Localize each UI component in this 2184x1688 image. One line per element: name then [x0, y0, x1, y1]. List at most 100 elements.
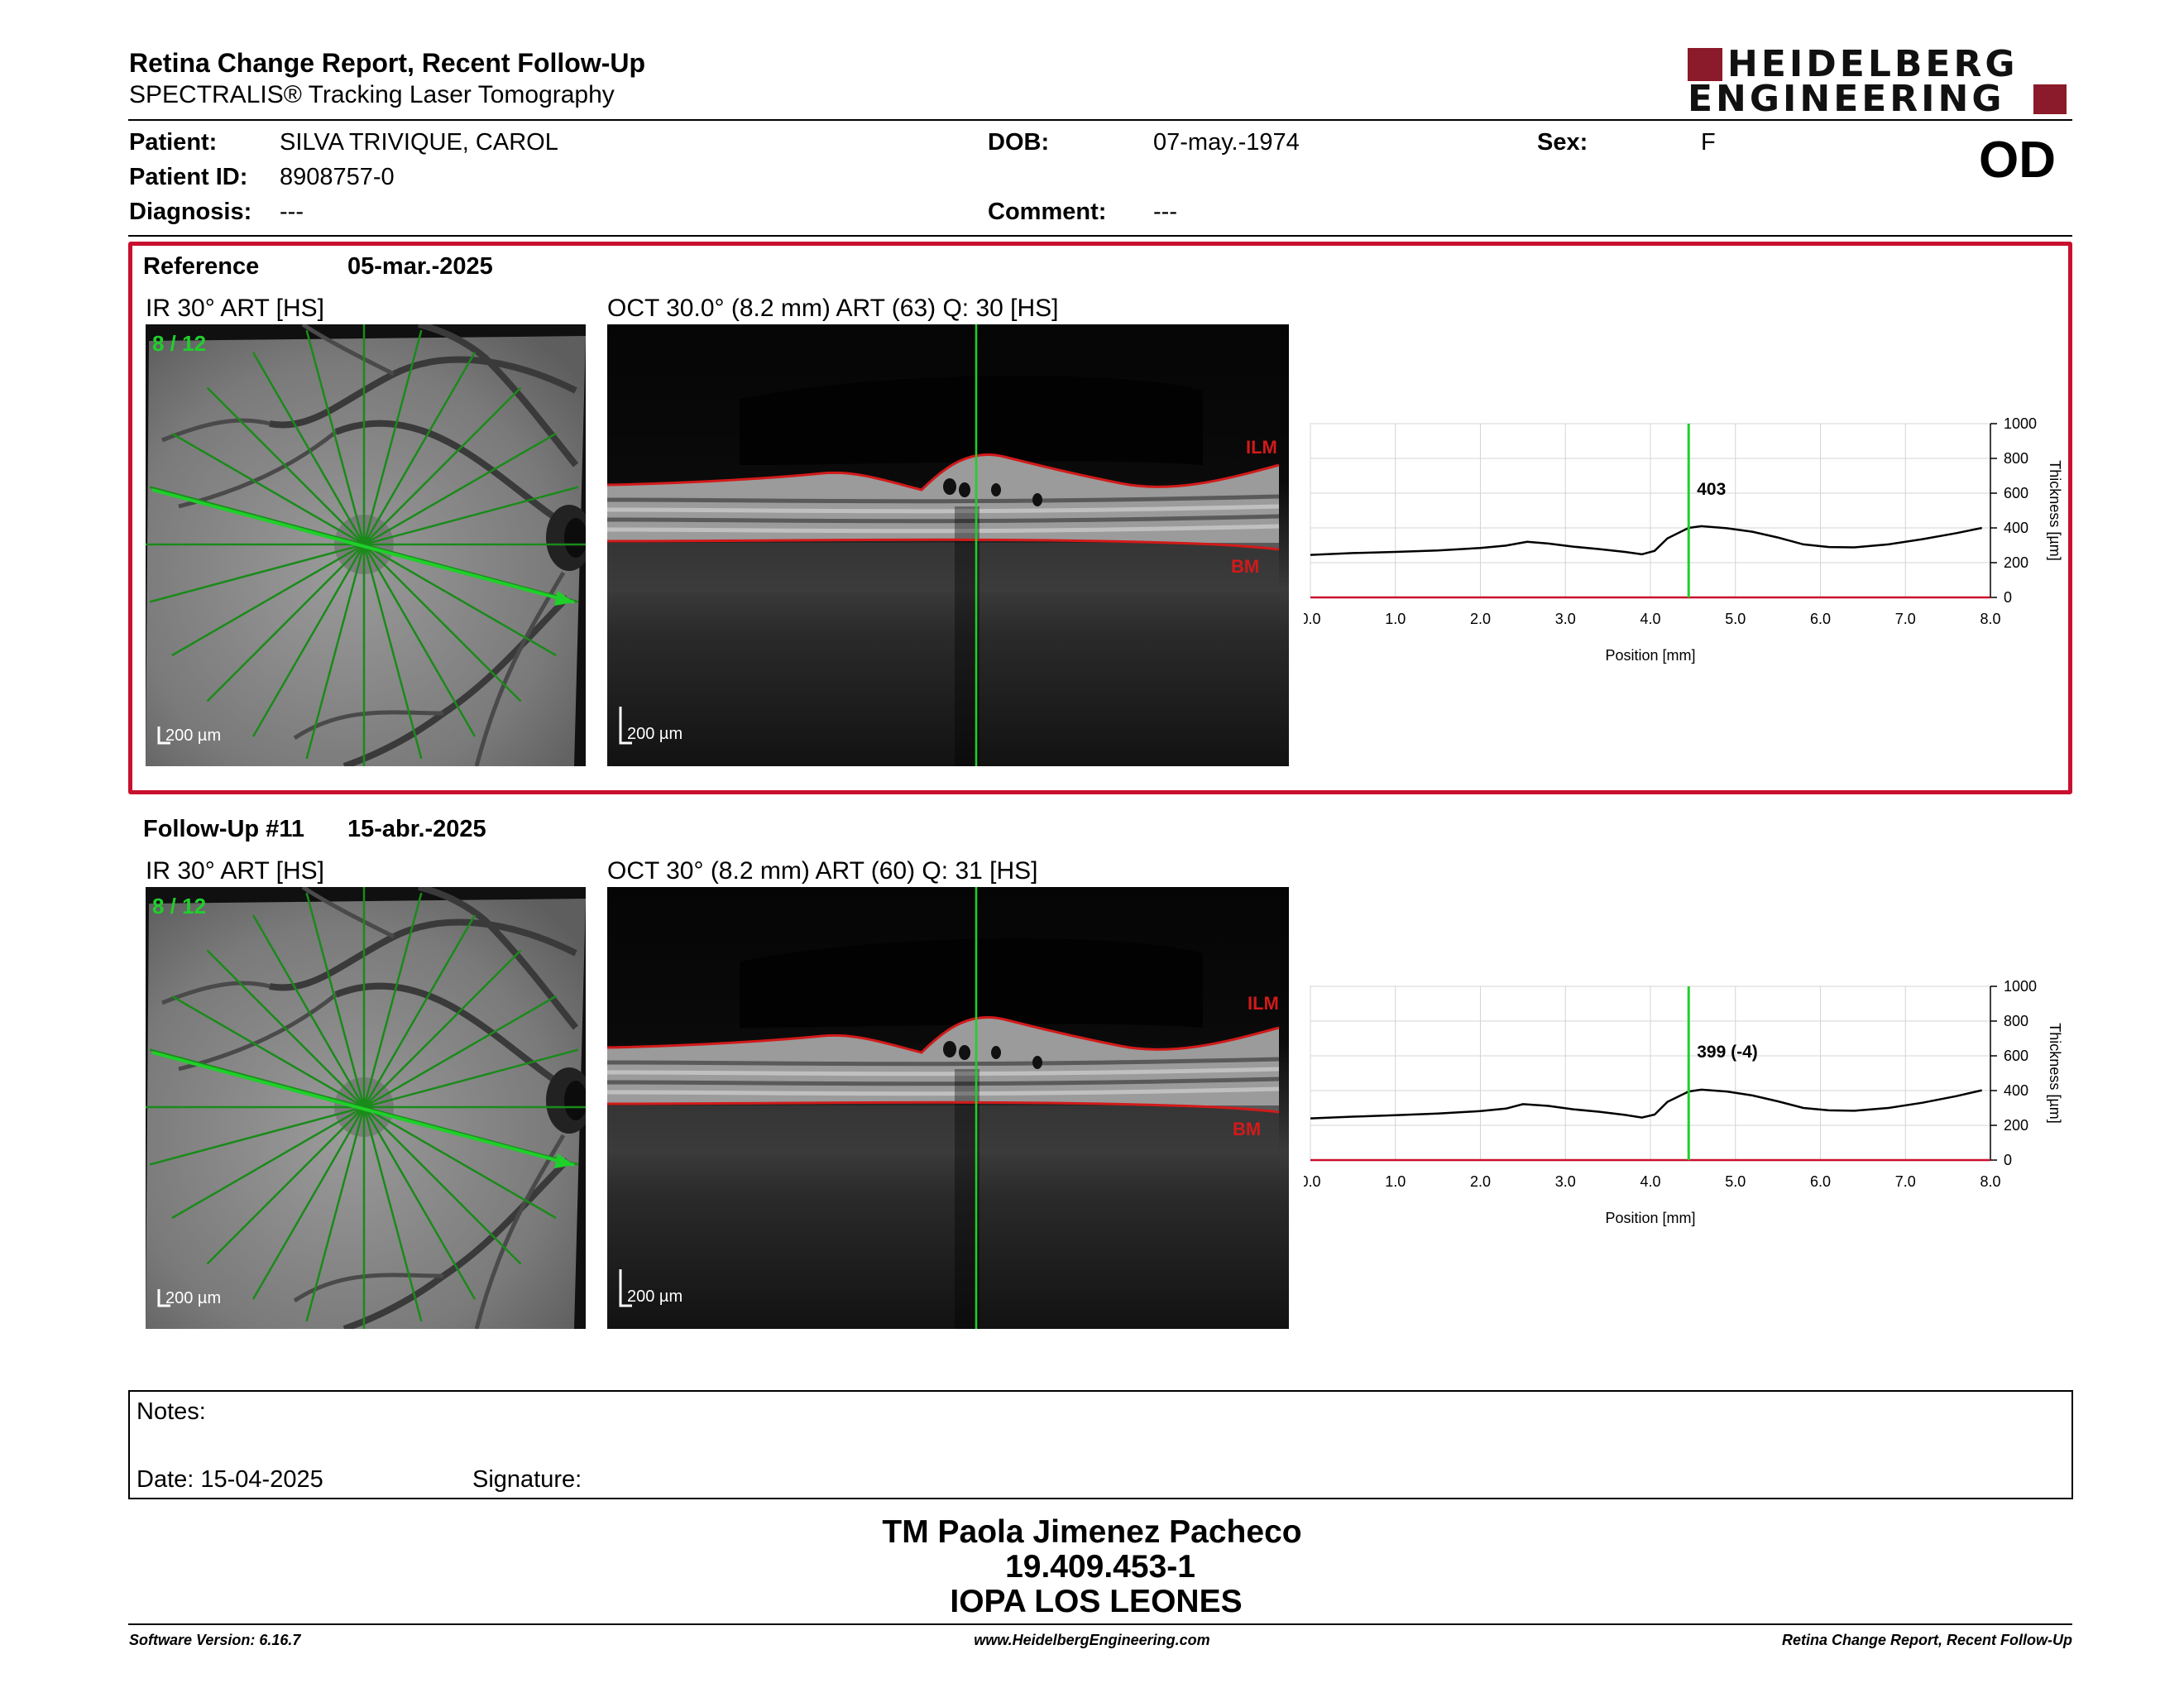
cystoid-space: [943, 1041, 956, 1057]
retinal-vessel: [178, 430, 338, 509]
x-tick-label: 3.0: [1555, 611, 1576, 627]
reference-ir-scale-label: 200 µm: [165, 727, 222, 745]
y-tick-label: 600: [2004, 485, 2028, 501]
x-tick-label: 4.0: [1640, 1173, 1660, 1190]
followup-oct-bscan-image: ILM BM 200 µm: [607, 887, 1289, 1329]
bm-segmentation-line: [607, 1101, 1280, 1114]
report-title: Retina Change Report, Recent Follow-Up: [129, 48, 646, 78]
y-tick-label: 400: [2004, 1082, 2028, 1099]
vitreous-region: [740, 938, 1203, 1028]
cystoid-space: [991, 483, 1001, 496]
logo-text-line2: ENGINEERING: [1688, 78, 2005, 120]
retina-sublayer: [607, 1077, 1280, 1086]
retina-sublayer: [607, 504, 1280, 514]
x-tick-label: 7.0: [1895, 611, 1916, 627]
reference-ir-label: IR 30° ART [HS]: [146, 295, 324, 322]
retinal-vessel: [418, 324, 579, 468]
y-tick-label: 800: [2004, 1013, 2028, 1029]
x-axis-title: Position [mm]: [1605, 647, 1695, 664]
y-tick-label: 800: [2004, 450, 2028, 467]
retinal-vessel: [293, 1273, 444, 1303]
followup-date: 15-abr.-2025: [347, 816, 486, 842]
followup-bm-label: BM: [1233, 1119, 1262, 1139]
reference-scan-index: 8 / 12: [152, 331, 207, 356]
logo-square-bottom: [2033, 84, 2067, 114]
x-tick-label: 6.0: [1810, 611, 1831, 627]
y-tick-label: 0: [2004, 1152, 2012, 1168]
x-tick-label: 1.0: [1385, 611, 1406, 627]
retinal-vessel: [342, 1158, 570, 1329]
scale-bar: [619, 1269, 632, 1307]
reference-oct-bscan-image: ILM BM 200 µm: [607, 324, 1289, 766]
x-tick-label: 5.0: [1725, 1173, 1746, 1190]
retina-sublayer: [607, 1086, 1280, 1096]
patient-label: Patient:: [129, 129, 218, 156]
radial-scan-line: [149, 1048, 579, 1166]
reference-oct-scale-label: 200 µm: [627, 725, 683, 743]
x-tick-label: 2.0: [1470, 611, 1491, 627]
patient-id-label: Patient ID:: [129, 164, 248, 190]
radial-scan-line: [149, 486, 579, 603]
footer-divider: [128, 1623, 2072, 1625]
retinal-vessel: [269, 918, 577, 991]
bm-segmentation-line: [607, 538, 1280, 551]
signer-institution: IOPA LOS LEONES: [950, 1584, 1243, 1619]
x-tick-label: 4.0: [1640, 611, 1660, 627]
x-tick-label: 1.0: [1385, 1173, 1406, 1190]
website-link[interactable]: www.HeidelbergEngineering.com: [974, 1632, 1210, 1648]
software-version: Software Version: 6.16.7: [129, 1632, 301, 1648]
y-tick-label: 600: [2004, 1048, 2028, 1064]
x-tick-label: 2.0: [1470, 1173, 1491, 1190]
scale-bar: [157, 1289, 170, 1307]
comment-value: ---: [1153, 199, 1177, 225]
retinal-vessel: [301, 887, 395, 939]
sex-label: Sex:: [1537, 129, 1588, 156]
optic-cup: [564, 518, 586, 558]
diagnosis-label: Diagnosis:: [129, 199, 252, 225]
footer-report-name: Retina Change Report, Recent Follow-Up: [1781, 1632, 2072, 1648]
y-tick-label: 1000: [2004, 415, 2037, 432]
vitreous-region: [740, 375, 1203, 465]
x-tick-label: 3.0: [1555, 1173, 1576, 1190]
retinal-vessel: [474, 1134, 566, 1329]
y-tick-label: 200: [2004, 1117, 2028, 1134]
choroid: [607, 1105, 1279, 1155]
reference-oct-label: OCT 30.0° (8.2 mm) ART (63) Q: 30 [HS]: [607, 295, 1059, 322]
followup-ilm-label: ILM: [1248, 993, 1279, 1014]
notes-box: Notes: Date: 15-04-2025 Signature:: [128, 1390, 2073, 1499]
x-tick-label: 6.0: [1810, 1173, 1831, 1190]
retinal-vessel: [269, 356, 577, 429]
reference-label: Reference: [143, 253, 260, 280]
x-tick-label: 5.0: [1725, 611, 1746, 627]
x-tick-label: 8.0: [1980, 611, 2000, 627]
y-axis-title: Thickness [µm]: [2047, 1023, 2063, 1123]
retinal-vessel: [301, 324, 395, 376]
dob-label: DOB:: [988, 129, 1050, 156]
patient-divider: [128, 235, 2072, 237]
signer-id: 19.409.453-1: [1005, 1549, 1195, 1585]
followup-label: Follow-Up #11: [143, 816, 304, 842]
cursor-thickness-value: 399 (-4): [1697, 1043, 1758, 1062]
ilm-segmentation-line: [607, 1015, 1280, 1054]
y-tick-label: 200: [2004, 554, 2028, 571]
followup-oct-label: OCT 30° (8.2 mm) ART (60) Q: 31 [HS]: [607, 857, 1038, 885]
thickness-series-line: [1310, 525, 1982, 556]
reference-date: 05-mar.-2025: [347, 253, 493, 280]
reference-bm-label: BM: [1231, 556, 1260, 577]
followup-ir-scale-label: 200 µm: [165, 1289, 222, 1307]
signer-name: TM Paola Jimenez Pacheco: [882, 1514, 1302, 1550]
optic-cup: [564, 1081, 586, 1120]
reference-ir-fundus-image: 8 / 12 200 µm: [146, 324, 586, 766]
scan-direction-arrow: [554, 591, 574, 606]
x-tick-label: 0.0: [1304, 611, 1321, 627]
cystoid-space: [959, 482, 970, 497]
dob-value: 07-may.-1974: [1153, 129, 1300, 156]
thickness-series-line: [1310, 1088, 1982, 1120]
patient-id: 8908757-0: [280, 164, 395, 190]
followup-ir-fundus-image: 8 / 12 200 µm: [146, 887, 586, 1329]
retinal-vessel: [178, 993, 338, 1072]
x-tick-label: 8.0: [1980, 1173, 2000, 1190]
cursor-thickness-value: 403: [1697, 480, 1726, 499]
retinal-vessel: [342, 595, 570, 766]
retina-sublayer: [607, 524, 1280, 534]
